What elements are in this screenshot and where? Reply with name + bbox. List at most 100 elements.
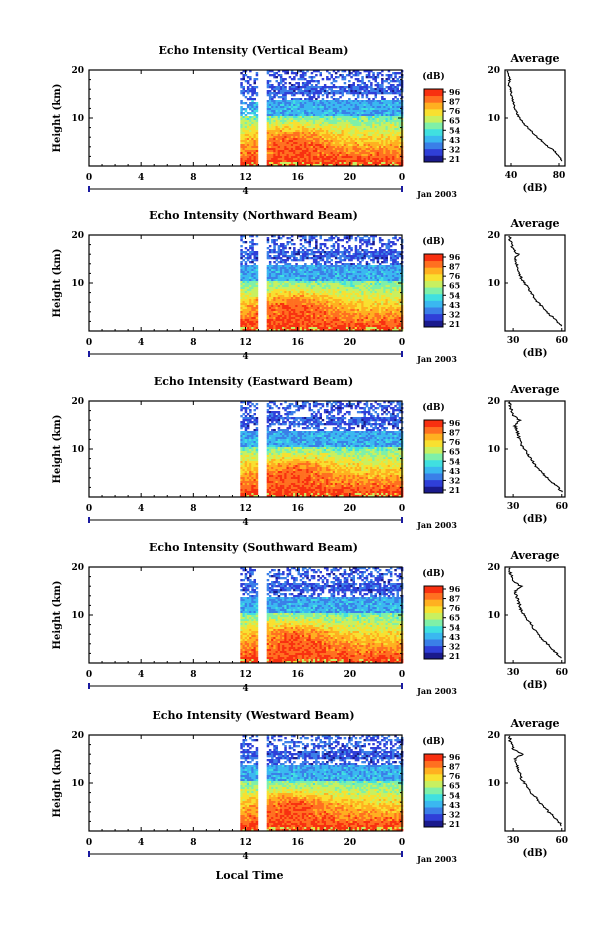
heatmap-cell (330, 251, 333, 254)
heatmap-cell (299, 118, 303, 121)
heatmap-cell (312, 257, 316, 260)
heatmap-cell (345, 146, 349, 149)
heatmap-cell (282, 289, 285, 292)
heatmap-cell (361, 146, 364, 149)
heatmap-cell (310, 114, 314, 117)
heatmap-cell (365, 86, 369, 89)
heatmap-cell (304, 275, 307, 278)
heatmap-cell (343, 82, 347, 85)
heatmap-cell (284, 102, 287, 105)
heatmap-cell (290, 315, 294, 318)
heatmap-cell (255, 164, 259, 167)
heatmap-cell (330, 108, 333, 111)
heatmap-cell (304, 104, 307, 107)
heatmap-cell (273, 100, 276, 103)
heatmap-cell (334, 249, 338, 252)
heatmap-cell (321, 140, 325, 143)
heatmap-cell (348, 124, 351, 127)
heatmap-cell (251, 265, 254, 268)
heatmap-cell (345, 110, 349, 113)
heatmap-cell (339, 295, 342, 298)
heatmap-cell (299, 275, 303, 278)
heatmap-cell (268, 317, 272, 320)
heatmap-cell (304, 257, 307, 260)
heatmap-cell (383, 144, 386, 147)
heatmap-cell (244, 114, 248, 117)
heatmap-cell (286, 70, 289, 73)
heatmap-cell (304, 118, 307, 121)
heatmap-cell (253, 124, 256, 127)
heatmap-cell (277, 138, 281, 141)
heatmap-cell (359, 72, 362, 75)
heatmap-cell (306, 144, 309, 147)
heatmap-cell (332, 295, 336, 298)
heatmap-cell (339, 281, 342, 284)
heatmap-cell (392, 104, 395, 107)
heatmap-cell (319, 86, 322, 89)
heatmap-cell (310, 251, 314, 254)
heatmap-cell (301, 112, 305, 115)
heatmap-cell (290, 239, 294, 242)
heatmap-cell (317, 86, 320, 89)
heatmap-cell (273, 148, 276, 151)
heatmap-cell (288, 291, 292, 294)
heatmap-cell (308, 315, 311, 318)
heatmap-cell (279, 275, 283, 278)
heatmap-cell (308, 120, 311, 123)
heatmap-cell (255, 307, 259, 310)
heatmap-cell (271, 118, 274, 121)
heatmap-cell (255, 327, 259, 330)
heatmap-cell (290, 319, 294, 322)
heatmap-cell (290, 130, 294, 133)
heatmap-cell (240, 283, 243, 286)
heatmap-cell (394, 76, 397, 79)
heatmap-cell (251, 317, 254, 320)
heatmap-cell (321, 307, 325, 310)
heatmap-cell (350, 158, 353, 161)
heatmap-cell (317, 120, 320, 123)
heatmap-cell (293, 118, 296, 121)
heatmap-cell (295, 299, 298, 302)
heatmap-cell (356, 259, 360, 262)
heatmap-cell (330, 305, 333, 308)
heatmap-cell (319, 315, 322, 318)
heatmap-cell (242, 323, 245, 326)
heatmap-cell (383, 154, 386, 157)
heatmap-cell (297, 152, 300, 155)
heatmap-cell (319, 124, 322, 127)
heatmap-cell (251, 311, 254, 314)
heatmap-cell (312, 132, 316, 135)
heatmap-cell (282, 279, 285, 282)
heatmap-cell (323, 293, 327, 296)
heatmap-cell (321, 134, 325, 137)
heatmap-cell (301, 323, 305, 326)
heatmap-cell (378, 92, 382, 95)
heatmap-cell (297, 283, 300, 286)
heatmap-cell (330, 321, 333, 324)
heatmap-cell (315, 319, 318, 322)
heatmap-cell (295, 156, 298, 159)
heatmap-cell (277, 122, 281, 125)
heatmap-cell (330, 299, 333, 302)
heatmap-cell (244, 253, 248, 256)
heatmap-cell (334, 297, 338, 300)
heatmap-cell (381, 74, 384, 77)
heatmap-cell (334, 148, 338, 151)
heatmap-cell (341, 142, 344, 145)
heatmap-cell (315, 285, 318, 288)
heatmap-cell (354, 323, 358, 326)
heatmap-cell (323, 251, 327, 254)
heatmap-cell (295, 263, 298, 266)
heatmap-cell (255, 299, 259, 302)
heatmap-cell (339, 273, 342, 276)
heatmap-cell (242, 70, 245, 73)
heatmap-cell (308, 102, 311, 105)
heatmap-cell (372, 160, 375, 163)
heatmap-cell (240, 301, 243, 304)
heatmap-cell (293, 277, 296, 280)
heatmap-cell (244, 317, 248, 320)
heatmap-cell (240, 140, 243, 143)
heatmap-cell (343, 299, 347, 302)
heatmap-cell (387, 104, 391, 107)
heatmap-cell (251, 128, 254, 131)
